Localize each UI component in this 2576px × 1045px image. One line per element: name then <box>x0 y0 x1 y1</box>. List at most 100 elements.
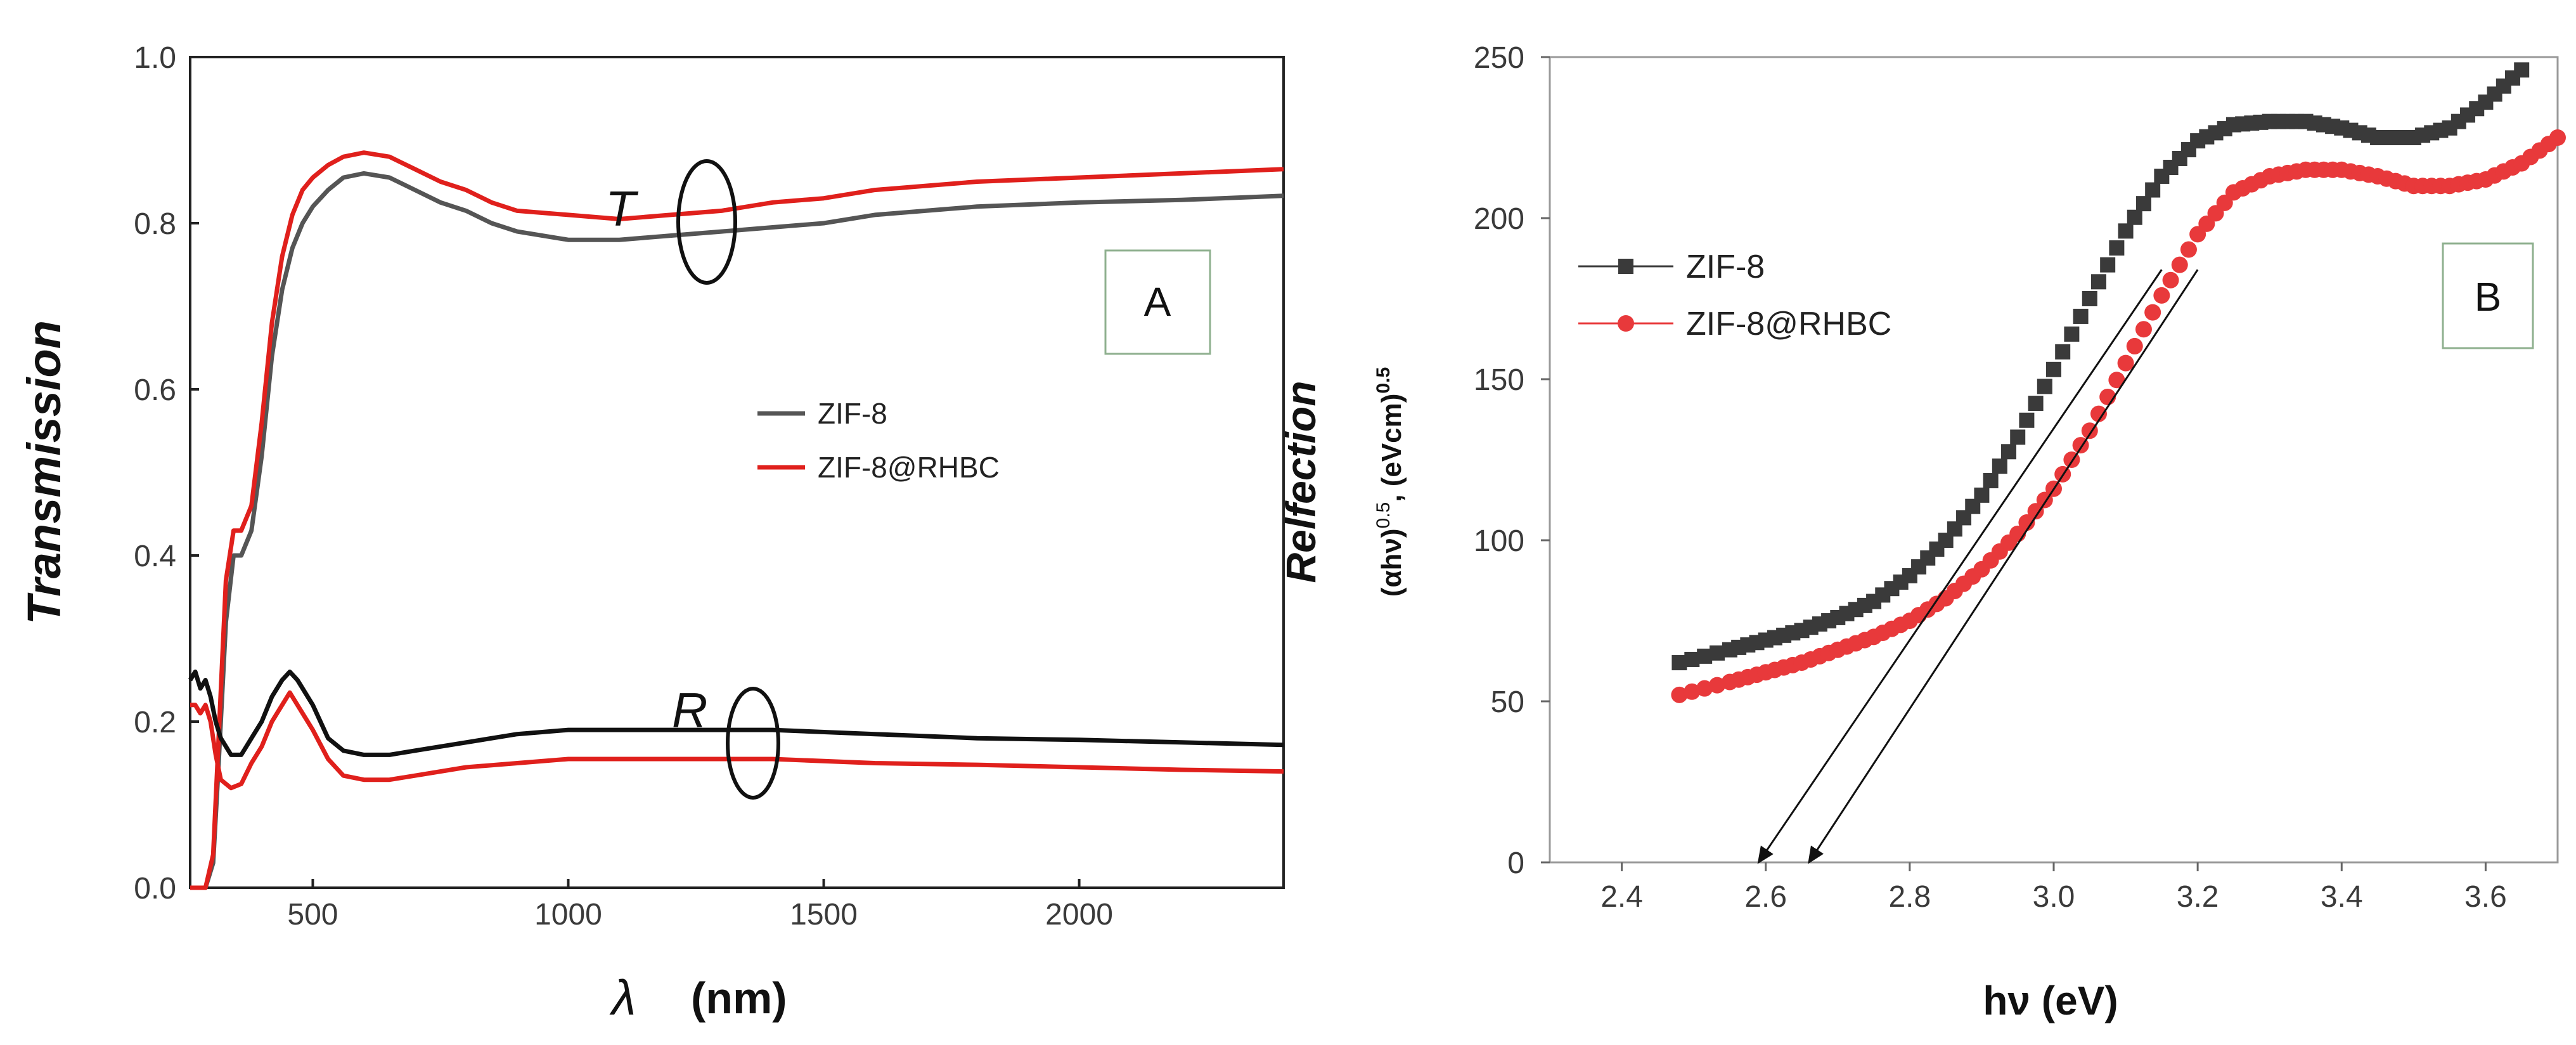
legend-label-b-zif8-rhbc: ZIF-8@RHBC <box>1686 306 1891 342</box>
curve-a-1 <box>190 150 1284 890</box>
point-zif8-rhbc <box>2153 287 2170 304</box>
curves-a <box>188 150 1284 890</box>
x-axis-title-a-unit: (nm) <box>691 973 787 1023</box>
y-axis-title-b: Relfection <box>1277 380 1324 583</box>
chart-b: 2.4 2.6 2.8 3.0 3.2 3.4 3.6 0 50 100 150 200 250 B Z… <box>1277 41 2566 1023</box>
y-tick-label-a: 1.0 <box>134 41 176 75</box>
panel-label-b: B <box>2475 274 2502 320</box>
point-zif8 <box>1983 473 1999 489</box>
y-units-sup1: 0.5 <box>1373 502 1394 529</box>
point-zif8 <box>2100 257 2116 273</box>
point-zif8 <box>2028 396 2044 412</box>
point-zif8-rhbc <box>2117 354 2134 372</box>
point-zif8 <box>2037 379 2052 394</box>
point-zif8-rhbc <box>2162 271 2179 289</box>
t-ellipse <box>676 159 737 285</box>
curve-label-t: T <box>605 181 639 237</box>
point-zif8-rhbc <box>2135 321 2152 338</box>
y-units-sup2: 0.5 <box>1373 367 1394 394</box>
point-zif8 <box>2118 223 2134 239</box>
y-units-base: (αhν) <box>1376 528 1407 597</box>
legend-marker-b-zif8 <box>1618 259 1633 274</box>
point-zif8 <box>2127 209 2142 225</box>
tangent-arrow-3 <box>1808 269 2199 864</box>
point-zif8-rhbc <box>1684 683 1701 700</box>
x-axis-title-a-symbol: λ <box>609 970 636 1025</box>
point-zif8-rhbc <box>1696 680 1713 697</box>
curve-a-3 <box>190 690 1284 791</box>
plot-frame-a <box>189 56 1285 889</box>
legend-label-b-zif8: ZIF-8 <box>1686 249 1765 285</box>
point-zif8 <box>2010 429 2026 445</box>
point-zif8 <box>2090 274 2106 290</box>
point-zif8-rhbc <box>1709 677 1726 694</box>
x-tick-label-b: 3.4 <box>2321 880 2363 914</box>
point-zif8 <box>1974 487 1990 503</box>
y-axis-units-b: (αhν)0.5, (eVcm)0.5 <box>1373 367 1407 597</box>
y-axis-title-a: Transmission <box>18 320 70 625</box>
point-zif8 <box>2064 326 2080 342</box>
x-tick-label-b: 2.8 <box>1888 880 1931 914</box>
point-zif8-rhbc <box>2171 256 2188 273</box>
point-zif8 <box>2001 444 2017 460</box>
y-tick-label-a: 0.8 <box>134 207 176 241</box>
point-zif8 <box>2019 412 2035 428</box>
series-b <box>1671 62 2566 864</box>
curve-a-2 <box>188 669 1284 757</box>
x-tick-label-b: 3.0 <box>2033 880 2075 914</box>
point-zif8 <box>2109 240 2125 256</box>
point-zif8-rhbc <box>2549 129 2566 146</box>
y-tick-label-b: 150 <box>1474 363 1524 397</box>
y-tick-label-a: 0.2 <box>134 706 176 739</box>
point-zif8 <box>2082 291 2097 306</box>
y-tick-label-b: 100 <box>1474 524 1524 558</box>
x-tick-label-a: 500 <box>287 898 338 931</box>
y-tick-label-b: 50 <box>1491 685 1524 719</box>
curve-label-r: R <box>672 682 707 738</box>
legend-b: ZIF-8 ZIF-8@RHBC <box>1578 249 1891 342</box>
x-tick-label-a: 1000 <box>534 898 602 931</box>
point-zif8 <box>2055 344 2071 360</box>
curve-a-0 <box>190 171 1284 890</box>
panel-label-box-b <box>2442 242 2534 349</box>
x-tick-label-b: 3.2 <box>2177 880 2219 914</box>
point-zif8 <box>2514 62 2530 78</box>
r-ellipse <box>726 687 780 800</box>
x-tick-label-b: 3.6 <box>2464 880 2507 914</box>
x-tick-label-b: 2.4 <box>1600 880 1643 914</box>
y-units-mid: , (eVcm) <box>1376 394 1407 502</box>
y-tick-label-a: 0.4 <box>134 540 176 573</box>
point-zif8-rhbc <box>2018 514 2035 531</box>
point-zif8 <box>2145 182 2161 198</box>
point-zif8-rhbc <box>2108 372 2125 389</box>
point-zif8-rhbc <box>2180 241 2197 258</box>
point-zif8-rhbc <box>2144 304 2161 321</box>
tangent-arrow-2 <box>1757 269 2163 864</box>
panel-label-a: A <box>1144 279 1171 325</box>
point-zif8 <box>2135 196 2151 212</box>
point-zif8-rhbc <box>2027 503 2044 520</box>
x-tick-label-a: 1500 <box>790 898 858 931</box>
axis-ticks-b: 2.4 2.6 2.8 3.0 3.2 3.4 3.6 0 50 100 150 200 250 <box>1474 41 2507 914</box>
point-zif8-rhbc <box>2090 405 2107 422</box>
point-zif8-rhbc <box>2126 337 2143 354</box>
x-tick-label-a: 2000 <box>1045 898 1113 931</box>
legend-label-zif8: ZIF-8 <box>818 397 887 430</box>
legend-a: ZIF-8 ZIF-8@RHBC <box>757 397 1000 484</box>
point-zif8-rhbc <box>1671 686 1688 703</box>
y-tick-label-a: 0.0 <box>134 872 176 905</box>
x-tick-label-b: 2.6 <box>1744 880 1787 914</box>
legend-marker-b-zif8-rhbc <box>1618 315 1634 332</box>
y-tick-label-b: 250 <box>1474 41 1524 75</box>
point-zif8 <box>2046 361 2061 377</box>
point-zif8 <box>1992 458 2007 474</box>
point-zif8 <box>2073 308 2089 324</box>
legend-label-zif8-rhbc: ZIF-8@RHBC <box>818 451 1000 484</box>
panel-label-box-a <box>1104 249 1211 355</box>
axis-ticks-a: 500 1000 1500 2000 0.0 0.2 0.4 0.6 0.8 1.0 <box>134 41 1113 931</box>
x-axis-title-b: hν (eV) <box>1983 978 2118 1023</box>
y-tick-label-b: 0 <box>1507 847 1524 880</box>
y-tick-label-a: 0.6 <box>134 373 176 407</box>
